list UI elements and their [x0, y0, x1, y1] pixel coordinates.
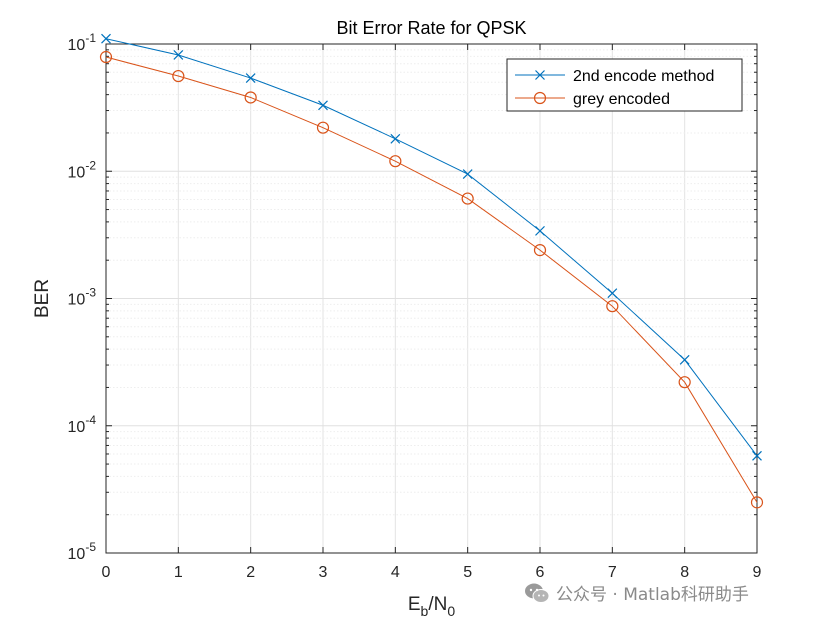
data-point [172, 69, 185, 83]
x-axis-label: Eb/N0 [408, 594, 455, 619]
x-tick-label: 7 [608, 564, 617, 581]
data-point [607, 288, 618, 299]
y-tick-label: 10-3 [68, 286, 97, 309]
wechat-icon [525, 583, 550, 603]
data-point [461, 192, 474, 205]
data-point [101, 33, 111, 44]
x-label-sub2: 0 [447, 603, 455, 619]
series-line [105, 38, 758, 457]
x-tick-label: 3 [319, 564, 328, 581]
series-layer [99, 33, 764, 509]
data-point [99, 50, 113, 64]
data-point [390, 133, 401, 144]
x-tick-label: 2 [246, 564, 255, 581]
legend-label: 2nd encode method [573, 68, 714, 85]
data-point [752, 450, 762, 461]
legend-marker [533, 91, 547, 105]
watermark: 公众号 · Matlab科研助手 [524, 580, 749, 605]
data-point [750, 496, 764, 509]
data-point [316, 121, 330, 134]
x-tick-label: 9 [753, 564, 762, 581]
series-2nd-encode-method [101, 33, 762, 461]
x-tick-label: 8 [680, 564, 689, 581]
data-point [389, 155, 402, 168]
data-point [678, 376, 691, 389]
y-tick-label: 10-5 [68, 540, 97, 563]
watermark-text: 公众号 · Matlab科研助手 [556, 585, 749, 605]
legend-label: grey encoded [573, 91, 670, 108]
x-label-sub1: b [421, 603, 429, 619]
legend: 2nd encode method grey encoded [506, 58, 743, 112]
axis-ticks: 0 1 2 3 4 5 6 7 8 9 10-1 10-2 10-3 10-4 10-5 [68, 31, 762, 581]
legend-item: 2nd encode method [515, 68, 714, 85]
x-tick-label: 0 [102, 564, 111, 581]
x-tick-label: 1 [174, 564, 183, 581]
data-point [462, 169, 473, 180]
x-label-base: E [408, 594, 421, 615]
y-axis-label: BER [32, 279, 53, 318]
series-grey-encoded [99, 50, 764, 509]
chart-title: Bit Error Rate for QPSK [336, 18, 526, 38]
data-point [535, 225, 545, 236]
data-point [244, 91, 257, 104]
series-line [105, 56, 758, 503]
data-point [245, 73, 256, 83]
x-tick-label: 5 [463, 564, 472, 581]
data-point [679, 354, 690, 365]
data-point [606, 300, 619, 313]
data-point [173, 50, 184, 60]
x-tick-label: 4 [391, 564, 400, 581]
data-point [318, 100, 328, 111]
legend-box [506, 58, 743, 112]
x-tick-label: 6 [536, 564, 545, 581]
y-tick-label: 10-2 [68, 158, 97, 181]
x-label-mid: /N [428, 594, 447, 615]
y-tick-label: 10-4 [68, 413, 97, 436]
legend-item: grey encoded [515, 91, 670, 108]
legend-marker [535, 70, 545, 80]
data-point [533, 244, 547, 257]
y-tick-label: 10-1 [68, 31, 97, 54]
